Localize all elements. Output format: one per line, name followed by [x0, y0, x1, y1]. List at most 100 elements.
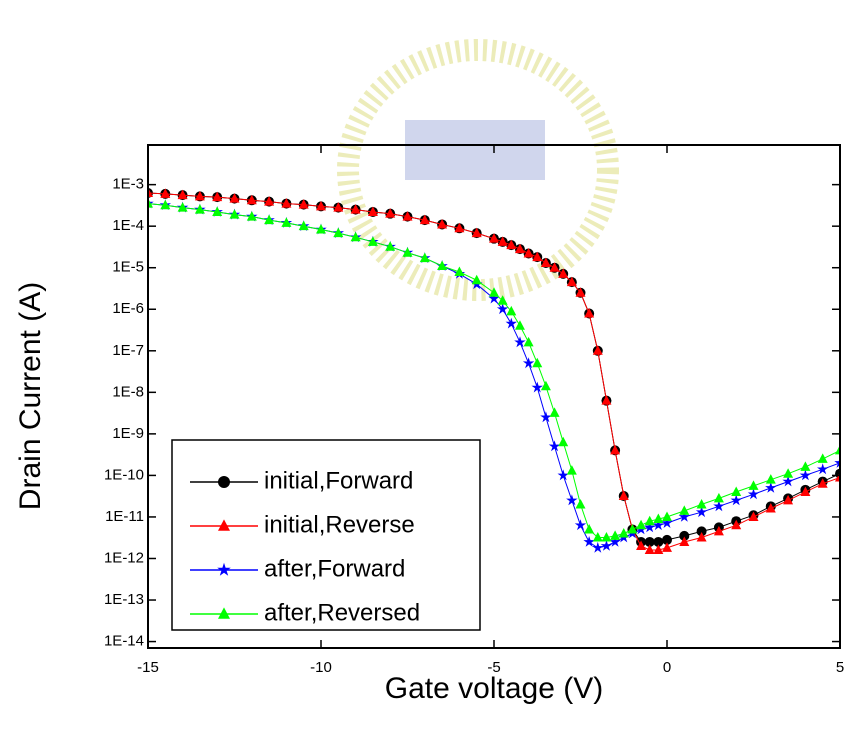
x-tick-label: -15	[137, 659, 159, 676]
marker	[506, 305, 517, 316]
marker	[333, 227, 344, 238]
marker	[696, 526, 707, 537]
marker	[644, 536, 655, 547]
marker	[600, 540, 613, 551]
marker	[661, 517, 673, 528]
marker	[212, 206, 223, 216]
marker	[644, 515, 655, 526]
marker	[584, 523, 595, 534]
marker	[246, 194, 257, 205]
marker	[367, 236, 378, 246]
marker	[713, 492, 724, 503]
marker	[627, 523, 638, 534]
marker	[298, 199, 309, 209]
marker	[281, 198, 292, 208]
marker	[592, 541, 604, 553]
marker	[748, 480, 759, 490]
y-tick-label: 1E-8	[112, 383, 144, 400]
x-tick-label: 0	[663, 659, 671, 676]
marker	[835, 472, 840, 482]
marker	[160, 188, 171, 198]
marker	[765, 481, 777, 493]
marker	[636, 519, 647, 530]
y-tick-label: 1E-7	[112, 342, 144, 359]
marker	[471, 274, 482, 285]
marker	[497, 295, 508, 305]
legend-box	[171, 439, 481, 631]
marker	[574, 519, 587, 531]
y-tick-label: 1E-5	[112, 259, 144, 276]
marker	[800, 461, 811, 471]
y-tick-label: 1E-6	[112, 300, 144, 317]
marker	[695, 506, 708, 518]
marker	[532, 357, 543, 368]
marker	[316, 224, 326, 234]
marker	[505, 317, 517, 329]
marker	[644, 521, 656, 533]
legend-text: initial,Forward	[264, 467, 413, 494]
marker	[662, 534, 672, 545]
marker	[488, 292, 500, 304]
marker	[523, 247, 534, 258]
marker	[246, 211, 257, 221]
marker	[782, 475, 794, 487]
x-tick-label: 5	[836, 659, 844, 676]
marker	[148, 187, 153, 197]
marker	[298, 220, 309, 231]
marker	[471, 227, 482, 238]
marker	[817, 478, 828, 488]
marker	[618, 527, 629, 538]
marker	[148, 198, 153, 208]
y-tick-label: 1E-12	[104, 549, 144, 566]
marker	[558, 268, 569, 278]
marker	[367, 206, 378, 216]
marker	[817, 463, 829, 475]
marker	[316, 200, 326, 211]
marker	[730, 494, 742, 506]
y-tick-label: 1E-3	[112, 176, 144, 193]
marker	[748, 511, 759, 521]
marker	[540, 257, 551, 267]
marker	[419, 252, 430, 263]
x-axis-label: Gate voltage (V)	[385, 672, 603, 705]
marker	[558, 436, 569, 447]
marker	[592, 532, 603, 542]
marker	[217, 562, 231, 576]
marker	[333, 202, 344, 212]
marker	[281, 217, 292, 227]
x-tick-label: -5	[487, 659, 500, 676]
marker	[385, 241, 396, 251]
marker	[601, 395, 612, 405]
marker	[731, 486, 742, 496]
marker	[350, 231, 361, 242]
y-tick-label: 1E-9	[112, 425, 144, 442]
marker	[679, 505, 690, 515]
marker	[662, 542, 672, 552]
marker	[177, 202, 188, 212]
marker	[783, 468, 794, 478]
marker	[522, 357, 535, 369]
marker	[584, 308, 595, 318]
marker	[566, 494, 578, 506]
marker	[385, 208, 396, 218]
y-axis-label: Drain Current (A)	[14, 282, 47, 510]
marker	[678, 510, 690, 522]
marker	[731, 519, 742, 530]
marker	[218, 519, 230, 531]
marker	[264, 214, 275, 225]
marker	[652, 519, 665, 531]
marker	[350, 204, 361, 214]
marker	[532, 251, 543, 262]
marker	[194, 190, 205, 201]
marker	[531, 381, 543, 393]
marker	[419, 214, 430, 225]
marker	[264, 196, 275, 206]
watermark	[337, 39, 619, 301]
marker	[662, 511, 672, 521]
marker	[653, 536, 664, 547]
y-tick-label: 1E-11	[105, 508, 144, 525]
x-tick-label: -10	[310, 659, 332, 676]
y-tick-label: 1E-14	[104, 633, 144, 650]
marker	[800, 486, 811, 496]
